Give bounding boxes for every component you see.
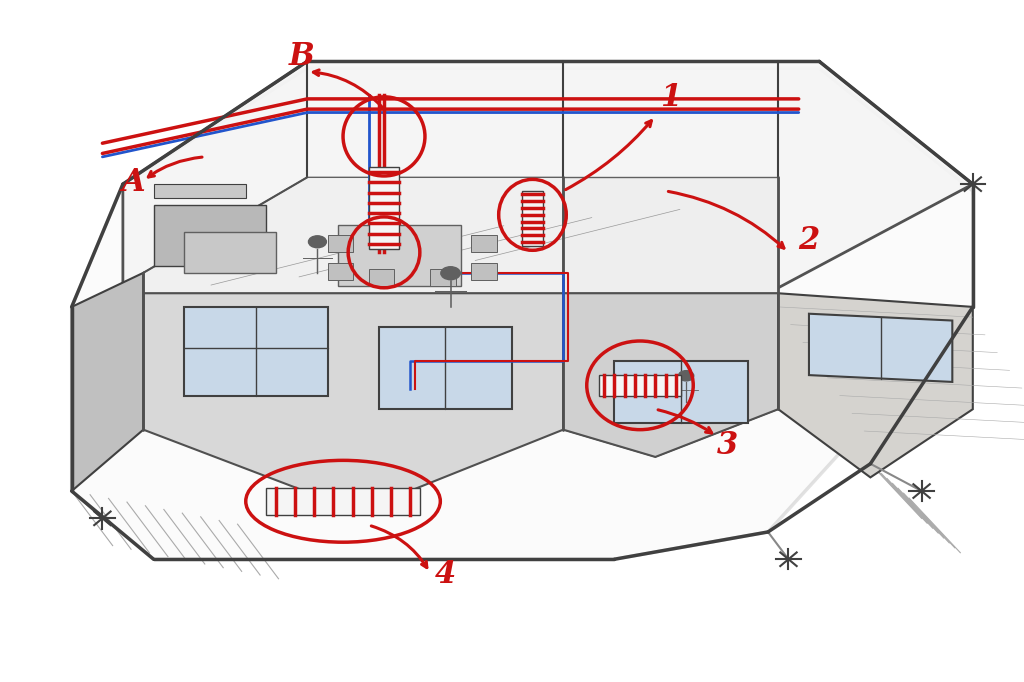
- Text: 2: 2: [799, 225, 819, 256]
- Polygon shape: [379, 327, 512, 409]
- Polygon shape: [154, 205, 266, 266]
- Text: 4: 4: [435, 559, 456, 590]
- Bar: [338, 225, 461, 286]
- Bar: [471, 235, 497, 252]
- Polygon shape: [563, 293, 778, 457]
- Polygon shape: [123, 61, 973, 293]
- Circle shape: [679, 371, 694, 381]
- Bar: [471, 263, 497, 280]
- Bar: [369, 269, 394, 286]
- Polygon shape: [563, 177, 778, 293]
- Polygon shape: [72, 68, 973, 559]
- Polygon shape: [563, 293, 778, 457]
- Polygon shape: [778, 293, 973, 477]
- Bar: [430, 269, 456, 286]
- Polygon shape: [809, 314, 952, 382]
- Polygon shape: [72, 273, 143, 491]
- Bar: [369, 167, 399, 249]
- Bar: [328, 263, 353, 280]
- Bar: [328, 235, 353, 252]
- Polygon shape: [143, 293, 563, 512]
- Polygon shape: [154, 184, 246, 198]
- Polygon shape: [184, 307, 328, 396]
- Text: 3: 3: [717, 430, 737, 460]
- Bar: [599, 375, 681, 396]
- Polygon shape: [143, 177, 563, 293]
- Text: A: A: [121, 167, 145, 198]
- Text: B: B: [289, 41, 315, 72]
- Bar: [184, 232, 276, 273]
- Text: 1: 1: [660, 82, 681, 113]
- Circle shape: [308, 236, 327, 248]
- Circle shape: [440, 267, 461, 280]
- Bar: [266, 488, 420, 515]
- Polygon shape: [614, 361, 748, 423]
- Bar: [522, 191, 543, 246]
